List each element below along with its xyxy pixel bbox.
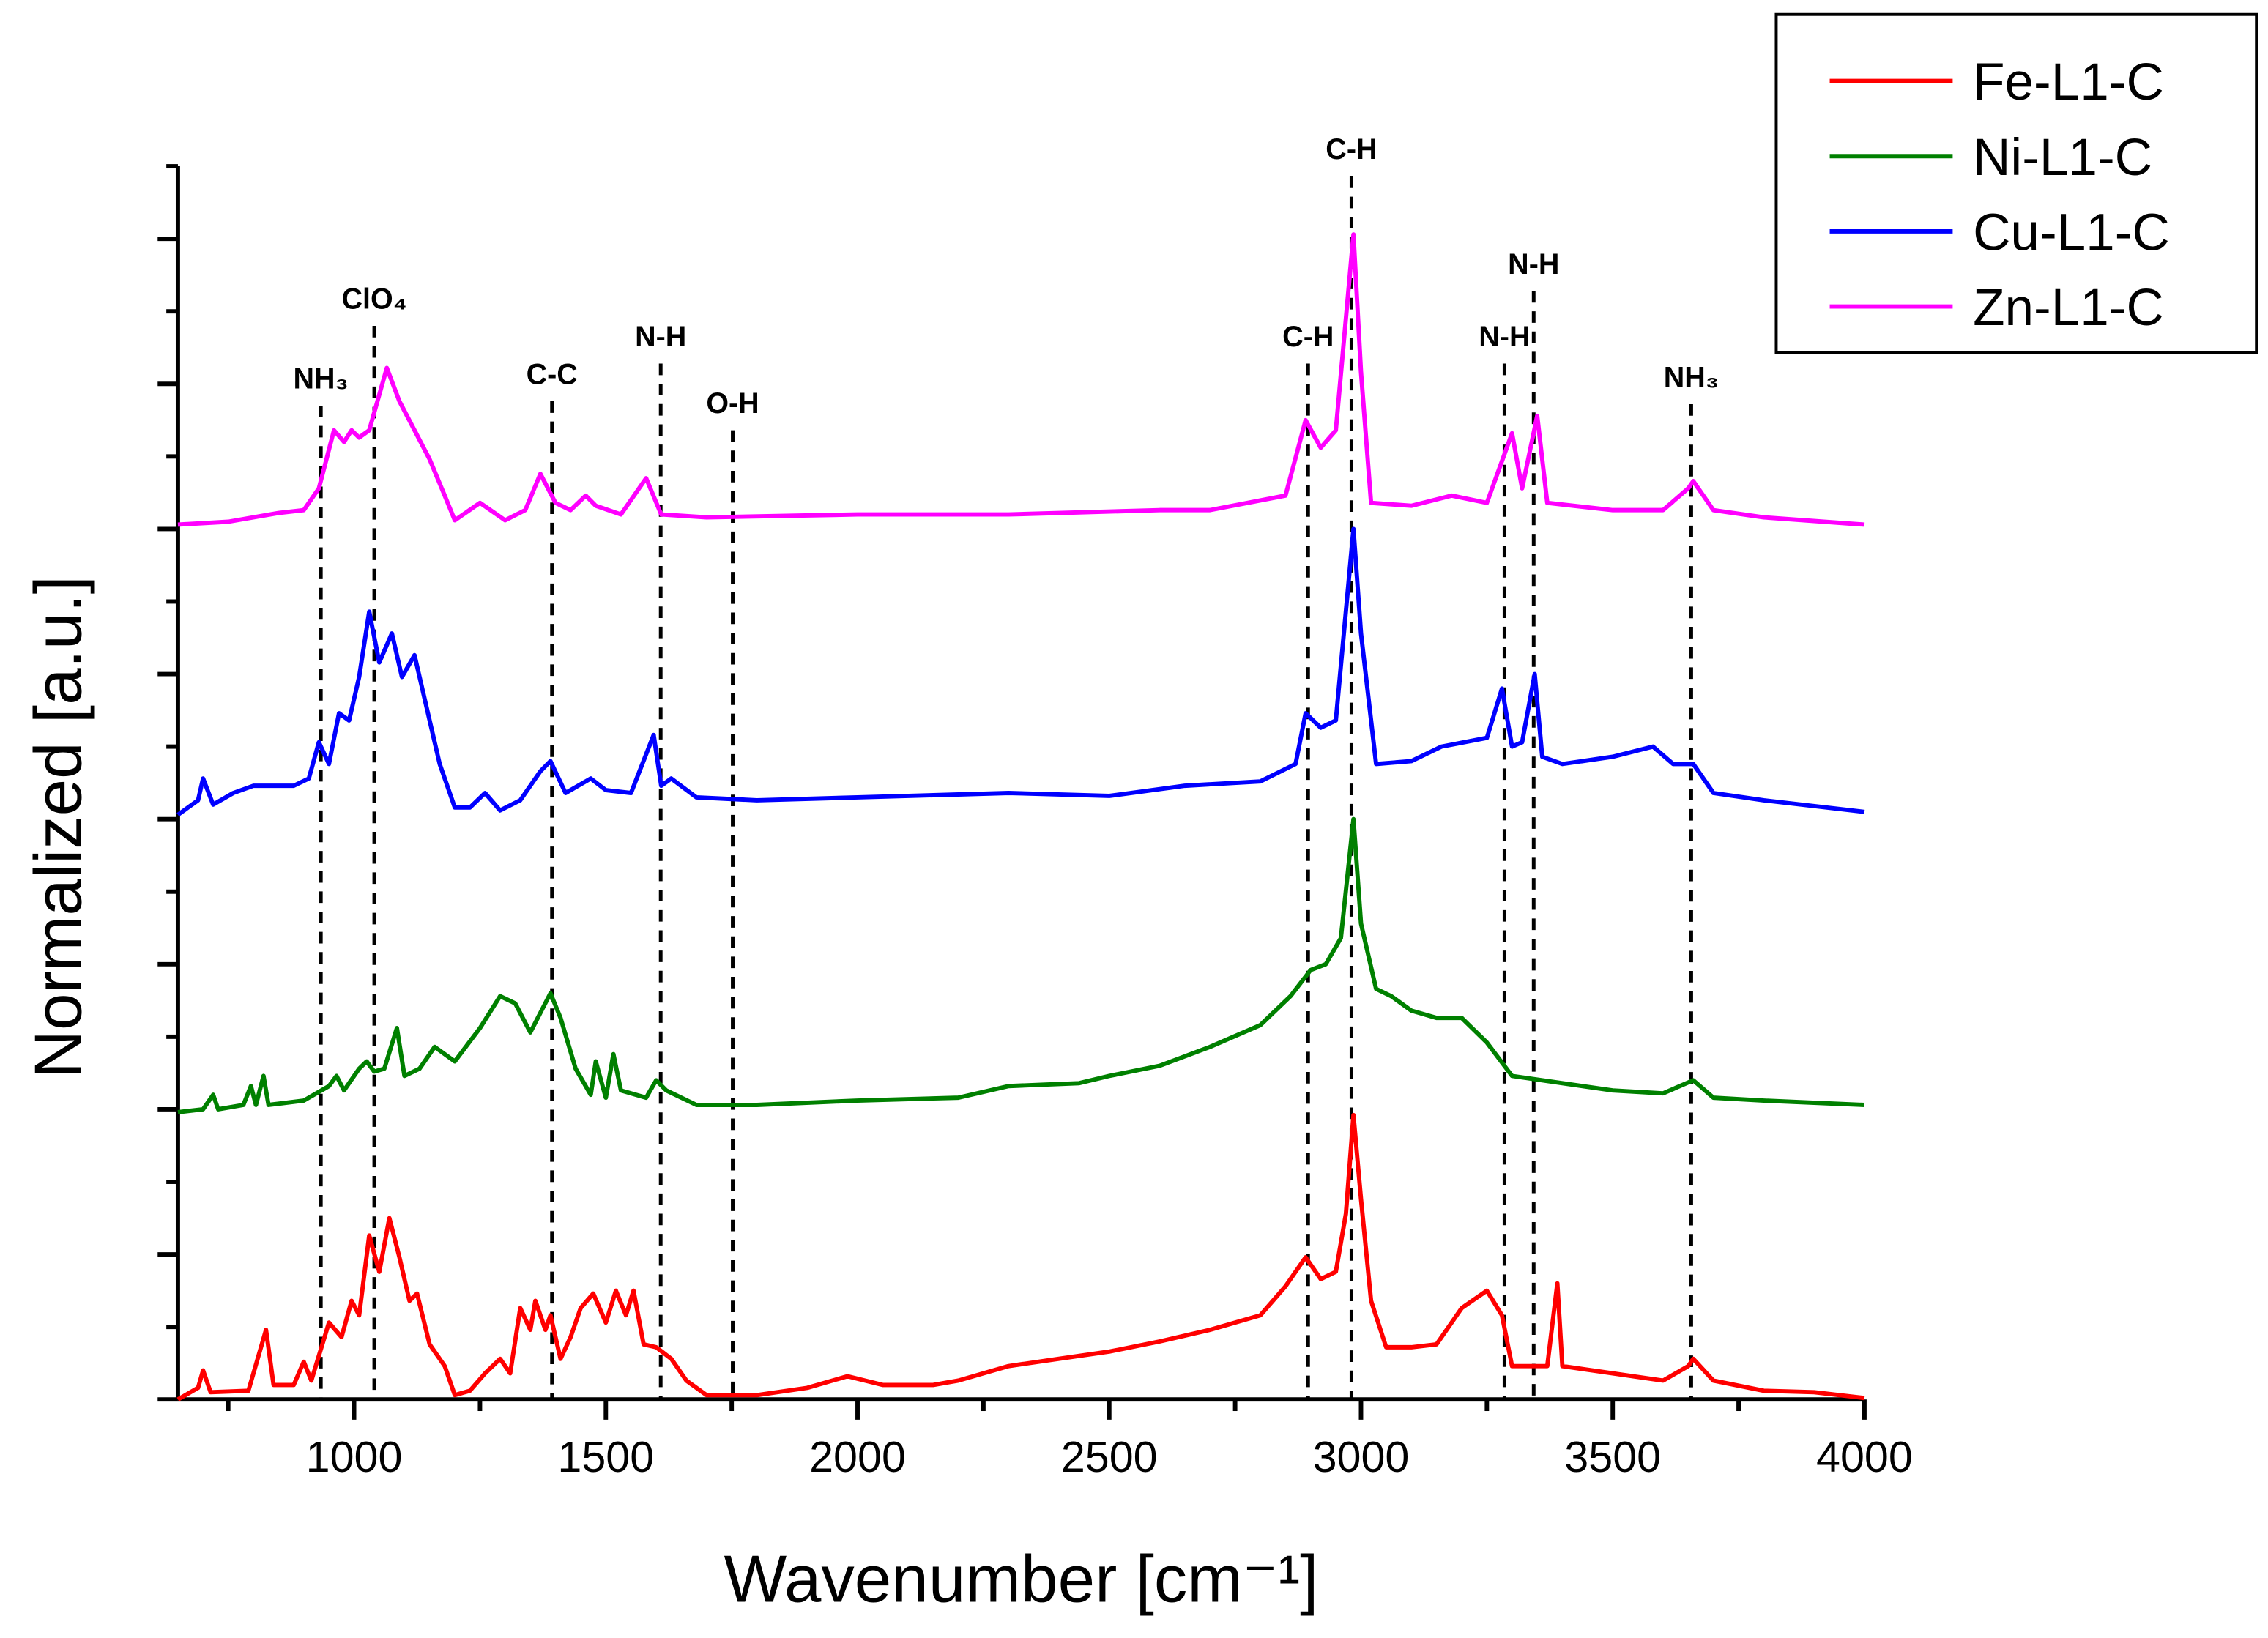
x-axis-label: Wavenumber [cm⁻¹] [724,1543,1318,1617]
x-tick-label: 3500 [1564,1432,1661,1481]
annotation-label: N-H [635,321,686,353]
x-tick-label: 4000 [1816,1432,1913,1481]
spectrum-line [177,816,1865,1114]
annotation-label: C-C [527,358,578,390]
annotation-label: NH₃ [294,362,349,395]
x-tick-label: 1000 [306,1432,403,1481]
x-tick-label: 2000 [809,1432,906,1481]
x-tick-label: 1500 [557,1432,654,1481]
spectrum-line [176,1112,1865,1401]
annotation-label: N-H [1479,321,1530,353]
legend-label: Ni-L1-C [1973,129,2152,187]
annotation-label: O-H [706,387,759,420]
annotation-label: NH₃ [1664,361,1719,393]
x-tick-label: 2500 [1061,1432,1158,1481]
spectrum-line [177,232,1865,527]
legend-box [1774,12,2258,354]
annotation-label: N-H [1508,248,1559,280]
legend-label: Zn-L1-C [1973,279,2164,337]
x-tick-label: 3000 [1313,1432,1410,1481]
spectrum-line [176,526,1865,817]
y-axis-label: Normalized [a.u.] [22,576,96,1078]
legend-label: Fe-L1-C [1973,53,2164,111]
annotation-label: C-H [1326,133,1377,165]
annotation-label: C-H [1282,321,1334,353]
annotation-label: ClO₄ [342,283,407,315]
legend-label: Cu-L1-C [1973,204,2170,262]
